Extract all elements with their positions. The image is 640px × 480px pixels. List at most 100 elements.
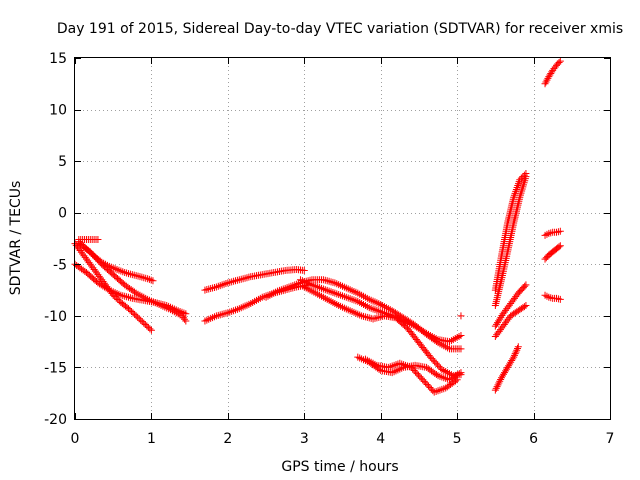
- data-point: [373, 314, 381, 322]
- data-point: [134, 313, 142, 321]
- data-point: [319, 276, 327, 284]
- data-point: [130, 271, 138, 279]
- data-point: [235, 276, 243, 284]
- data-point: [427, 385, 435, 393]
- y-axis-label: SDTVAR / TECUs: [8, 181, 24, 296]
- data-point: [182, 317, 190, 325]
- data-point: [410, 367, 418, 375]
- data-point: [147, 276, 155, 284]
- data-point: [182, 310, 190, 318]
- data-point: [492, 384, 500, 392]
- data-point: [553, 228, 560, 236]
- data-point: [555, 243, 563, 251]
- data-point: [522, 302, 530, 310]
- data-point: [522, 281, 530, 289]
- data-point: [203, 286, 211, 294]
- data-point: [134, 272, 142, 280]
- data-point: [78, 240, 86, 248]
- data-point: [131, 288, 139, 296]
- data-point: [457, 312, 465, 320]
- data-point: [300, 266, 308, 274]
- data-point: [143, 322, 151, 330]
- data-point: [323, 277, 331, 285]
- data-point: [125, 293, 132, 301]
- data-point: [512, 348, 520, 356]
- y-tick-label: -15: [44, 360, 67, 376]
- data-point: [137, 316, 145, 324]
- data-point: [555, 58, 563, 66]
- data-point: [141, 321, 149, 329]
- data-point: [79, 242, 87, 250]
- data-point: [181, 315, 189, 323]
- data-point: [421, 328, 429, 336]
- chart-title: Day 191 of 2015, Sidereal Day-to-day VTE…: [57, 21, 623, 37]
- data-point: [416, 373, 424, 381]
- data-point: [495, 379, 503, 387]
- data-point: [144, 323, 152, 331]
- x-tick-label: 3: [300, 431, 309, 447]
- x-axis-label: GPS time / hours: [281, 459, 398, 475]
- data-point: [142, 274, 150, 282]
- data-point: [84, 246, 92, 254]
- data-point: [132, 312, 140, 320]
- data-point: [422, 379, 430, 387]
- data-point: [541, 80, 549, 88]
- data-point: [423, 380, 431, 388]
- data-point: [428, 355, 436, 363]
- series-track-p: [491, 302, 530, 340]
- data-point: [412, 368, 420, 376]
- data-point: [86, 248, 94, 256]
- grid: [75, 58, 610, 419]
- data-point: [136, 273, 144, 281]
- data-point: [126, 306, 134, 314]
- data-point: [556, 242, 564, 250]
- data-point: [516, 176, 524, 184]
- data-point: [494, 319, 502, 327]
- data-point: [112, 294, 120, 302]
- series-isolated-point: [457, 312, 465, 320]
- data-point: [321, 276, 329, 284]
- data-point: [121, 292, 129, 300]
- data-point: [521, 282, 529, 290]
- data-point: [325, 277, 333, 285]
- y-tick-label: 5: [58, 154, 67, 170]
- data-point: [147, 326, 155, 334]
- series-track-s: [541, 227, 564, 239]
- data-point: [457, 345, 465, 353]
- data-point: [205, 285, 213, 293]
- data-point: [140, 319, 148, 327]
- data-point: [131, 310, 139, 318]
- data-point: [81, 243, 89, 251]
- data-point: [494, 381, 502, 389]
- series-track-q: [491, 343, 522, 394]
- data-point: [432, 371, 440, 379]
- data-point: [327, 278, 335, 286]
- data-point: [377, 313, 385, 321]
- data-point: [209, 284, 217, 292]
- data-point: [407, 363, 415, 371]
- data-point: [243, 274, 251, 282]
- data-point: [114, 296, 122, 304]
- data-point: [426, 384, 434, 392]
- data-point: [94, 236, 102, 244]
- data-point: [543, 76, 551, 84]
- data-point: [138, 273, 146, 281]
- data-point: [556, 57, 564, 65]
- data-point: [125, 270, 132, 278]
- data-point: [361, 313, 369, 321]
- series-track-j: [300, 283, 465, 380]
- data-point: [497, 313, 505, 321]
- data-point: [453, 376, 461, 384]
- data-point: [365, 314, 373, 322]
- data-point: [123, 293, 131, 301]
- data-point: [144, 275, 152, 283]
- data-point: [426, 353, 434, 361]
- data-point: [149, 277, 157, 285]
- y-tick-label: 15: [49, 51, 67, 67]
- data-point: [210, 283, 218, 291]
- data-point: [220, 310, 228, 318]
- data-point: [431, 358, 439, 366]
- x-tick-label: 7: [606, 431, 615, 447]
- data-point: [132, 272, 140, 280]
- data-point: [138, 318, 146, 326]
